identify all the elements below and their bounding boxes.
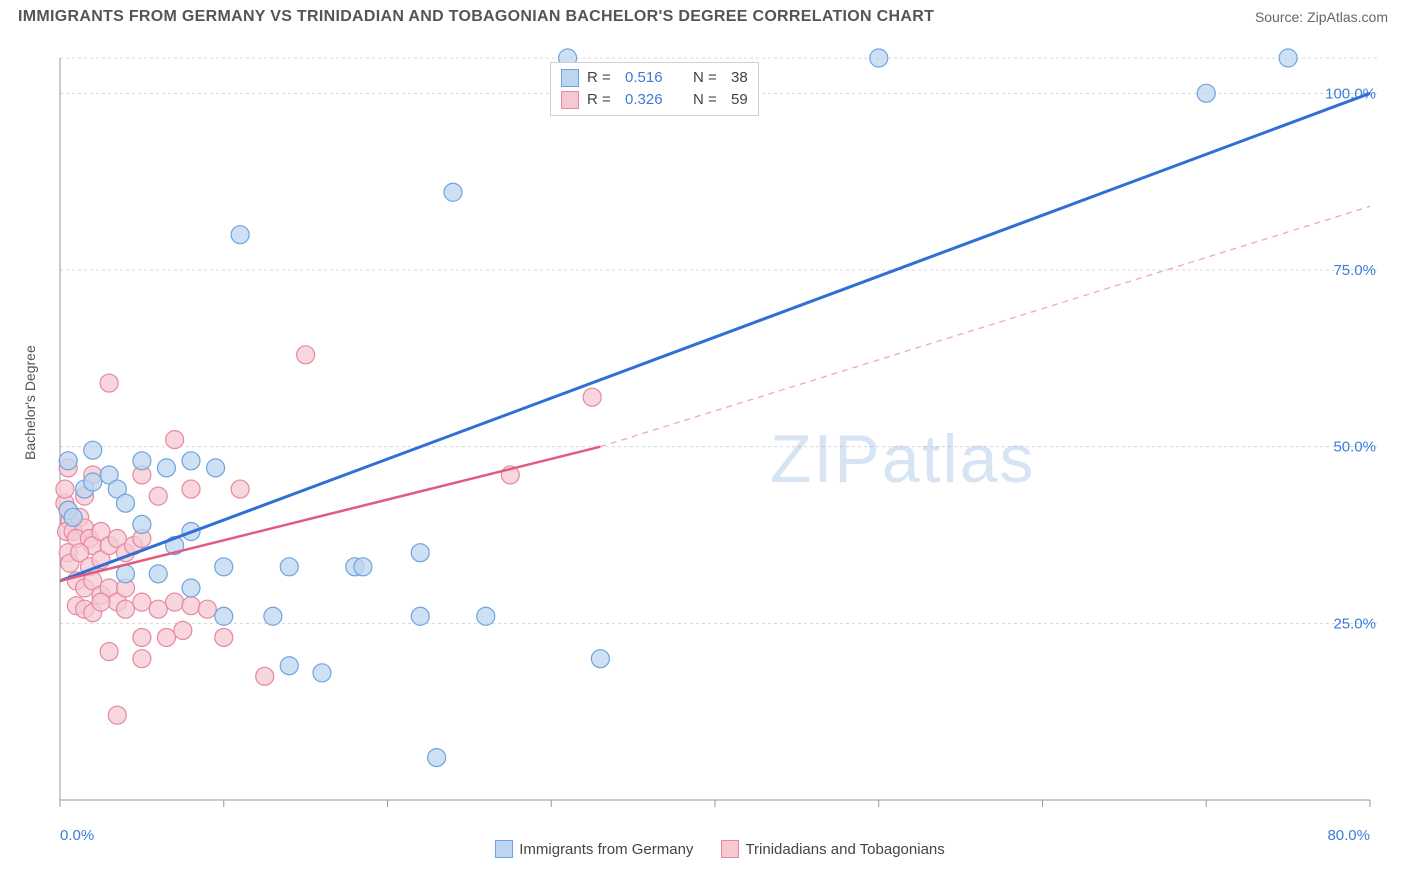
legend-label: Trinidadians and Tobagonians xyxy=(745,841,944,858)
legend-swatch xyxy=(721,840,739,858)
legend-item: Trinidadians and Tobagonians xyxy=(721,840,944,858)
source-name: ZipAtlas.com xyxy=(1307,9,1388,25)
legend-swatch xyxy=(495,840,513,858)
r-value: 0.516 xyxy=(625,67,685,89)
legend-swatch xyxy=(561,91,579,109)
n-value: 59 xyxy=(731,89,748,111)
y-axis-label: Bachelor's Degree xyxy=(22,345,38,460)
chart-area: Bachelor's Degree 25.0%50.0%75.0%100.0%0… xyxy=(50,40,1390,860)
n-label: N = xyxy=(693,89,723,111)
svg-text:25.0%: 25.0% xyxy=(1333,615,1376,632)
legend-label: Immigrants from Germany xyxy=(519,841,693,858)
scatter-plot: 25.0%50.0%75.0%100.0%0.0%80.0% xyxy=(50,40,1390,860)
r-value: 0.326 xyxy=(625,89,685,111)
n-value: 38 xyxy=(731,67,748,89)
source-prefix: Source: xyxy=(1255,9,1307,25)
legend-row: R = 0.326 N = 59 xyxy=(561,89,748,111)
legend-correlation: R = 0.516 N = 38 R = 0.326 N = 59 xyxy=(550,62,759,116)
svg-text:75.0%: 75.0% xyxy=(1333,262,1376,279)
r-label: R = xyxy=(587,89,617,111)
legend-row: R = 0.516 N = 38 xyxy=(561,67,748,89)
n-label: N = xyxy=(693,67,723,89)
legend-series: Immigrants from Germany Trinidadians and … xyxy=(50,840,1390,862)
source-label: Source: ZipAtlas.com xyxy=(1255,9,1388,25)
svg-text:50.0%: 50.0% xyxy=(1333,439,1376,456)
chart-title: IMMIGRANTS FROM GERMANY VS TRINIDADIAN A… xyxy=(18,8,934,26)
r-label: R = xyxy=(587,67,617,89)
legend-swatch xyxy=(561,69,579,87)
legend-item: Immigrants from Germany xyxy=(495,840,693,858)
